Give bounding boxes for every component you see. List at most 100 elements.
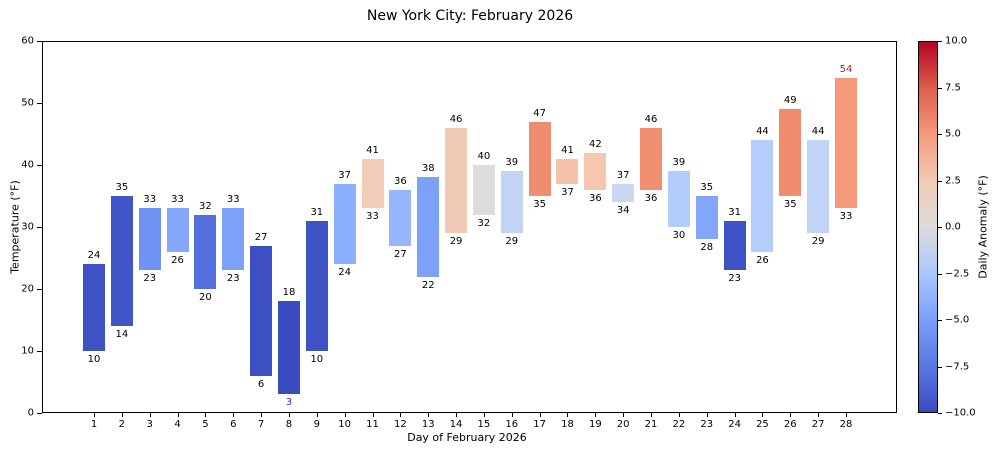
bar-day-10 [333, 183, 356, 265]
x-tick-label: 14 [449, 419, 463, 430]
y-tick-label: 10 [21, 345, 34, 357]
x-tick-mark [846, 413, 847, 417]
x-tick-mark [623, 413, 625, 417]
colorbar-tick-mark [938, 41, 942, 42]
x-tick-mark [706, 413, 708, 417]
y-tick-mark [37, 227, 42, 228]
colorbar-tick-mark [938, 134, 942, 135]
bar-low-label-day-21: 36 [644, 192, 658, 204]
y-tick-mark [37, 165, 42, 166]
bar-low-label-day-18: 37 [561, 186, 574, 198]
bar-high-label-day-18: 41 [561, 144, 574, 156]
x-tick-mark [818, 413, 820, 417]
chart-title: New York City: February 2026 [366, 8, 574, 24]
x-tick-label: 5 [202, 419, 209, 430]
bar-day-13 [417, 177, 440, 277]
bar-high-label-day-9: 31 [310, 206, 324, 218]
bar-day-25 [751, 140, 774, 252]
colorbar-tick-label: 2.5 [945, 175, 961, 186]
bar-high-label-day-16: 39 [505, 157, 519, 169]
x-tick-mark [94, 413, 95, 417]
bar-low-label-day-24: 23 [728, 273, 741, 285]
colorbar-tick-label: 10.0 [945, 35, 968, 47]
bar-high-label-day-14: 46 [449, 113, 463, 125]
bar-high-label-day-17: 47 [533, 107, 546, 119]
x-tick-mark [678, 413, 680, 417]
y-tick-label: 50 [21, 97, 34, 109]
x-tick-mark [344, 413, 346, 417]
bar-day-28 [835, 78, 857, 209]
colorbar-tick-mark [938, 413, 942, 414]
y-tick-mark [37, 103, 42, 104]
bar-high-label-day-8: 18 [282, 287, 296, 299]
colorbar-tick-mark [938, 366, 942, 368]
bar-low-label-day-26: 35 [783, 199, 797, 210]
x-tick-label: 28 [839, 419, 853, 430]
x-tick-label: 2 [118, 419, 126, 430]
bar-day-17 [528, 121, 551, 196]
bar-day-20 [612, 183, 635, 203]
bar-high-label-day-26: 49 [783, 95, 797, 107]
bar-low-label-day-15: 32 [477, 217, 491, 229]
bar-low-label-day-25: 26 [756, 254, 769, 266]
bar-low-label-day-8: 3 [285, 397, 293, 409]
x-tick-mark [288, 413, 290, 417]
bar-day-24 [723, 220, 746, 271]
bar-high-label-day-2: 35 [115, 182, 129, 193]
y-tick-label: 20 [21, 283, 34, 295]
bar-high-label-day-4: 33 [171, 194, 184, 206]
x-tick-mark [483, 413, 485, 417]
bar-low-label-day-12: 27 [393, 248, 407, 260]
y-tick-mark [37, 413, 42, 414]
colorbar-tick-label: 5.0 [945, 128, 961, 140]
x-tick-mark [149, 413, 151, 417]
bar-day-1 [83, 264, 105, 351]
x-tick-label: 11 [366, 419, 379, 430]
bar-high-label-day-21: 46 [644, 113, 658, 125]
x-tick-mark [205, 413, 207, 417]
bar-day-27 [807, 140, 830, 234]
x-tick-mark [595, 413, 597, 417]
x-tick-label: 23 [700, 419, 714, 430]
x-tick-label: 8 [285, 419, 293, 430]
x-tick-label: 19 [588, 419, 602, 430]
bar-day-18 [556, 158, 579, 184]
bar-low-label-day-2: 14 [115, 329, 129, 341]
bar-low-label-day-16: 29 [505, 236, 519, 248]
x-tick-mark [428, 413, 430, 417]
bar-low-label-day-7: 6 [257, 378, 265, 390]
bar-day-19 [584, 152, 607, 190]
y-tick-mark [37, 41, 42, 42]
bar-low-label-day-3: 23 [143, 273, 157, 285]
colorbar-tick-label: 7.5 [945, 82, 961, 93]
bar-high-label-day-12: 36 [393, 175, 407, 187]
bar-day-14 [445, 127, 468, 234]
x-tick-label: 24 [728, 419, 741, 430]
bar-day-21 [640, 127, 663, 190]
bar-high-label-day-5: 32 [199, 200, 212, 212]
bar-high-label-day-15: 40 [477, 151, 491, 162]
bar-low-label-day-20: 34 [616, 205, 630, 217]
bar-day-12 [389, 189, 412, 246]
bar-high-label-day-23: 35 [700, 182, 714, 193]
bar-day-11 [361, 158, 384, 209]
x-tick-mark [734, 413, 736, 417]
x-tick-label: 6 [230, 419, 237, 430]
y-tick-label: 60 [21, 35, 34, 47]
bar-day-3 [138, 208, 161, 271]
bar-high-label-day-20: 37 [616, 169, 630, 181]
bar-high-label-day-22: 39 [672, 157, 686, 169]
x-tick-label: 22 [672, 419, 686, 430]
bar-low-label-day-17: 35 [533, 199, 546, 210]
y-tick-mark [37, 289, 42, 290]
x-tick-label: 15 [477, 419, 491, 430]
bar-low-label-day-5: 20 [199, 292, 212, 303]
colorbar-tick-mark [938, 180, 942, 182]
x-tick-label: 26 [783, 419, 797, 430]
y-tick-mark [37, 351, 42, 352]
y-tick-label: 40 [21, 159, 34, 171]
x-tick-mark [762, 413, 764, 417]
bar-low-label-day-22: 30 [672, 230, 686, 241]
bar-high-label-day-7: 27 [254, 231, 268, 243]
bar-low-label-day-27: 29 [811, 236, 825, 248]
